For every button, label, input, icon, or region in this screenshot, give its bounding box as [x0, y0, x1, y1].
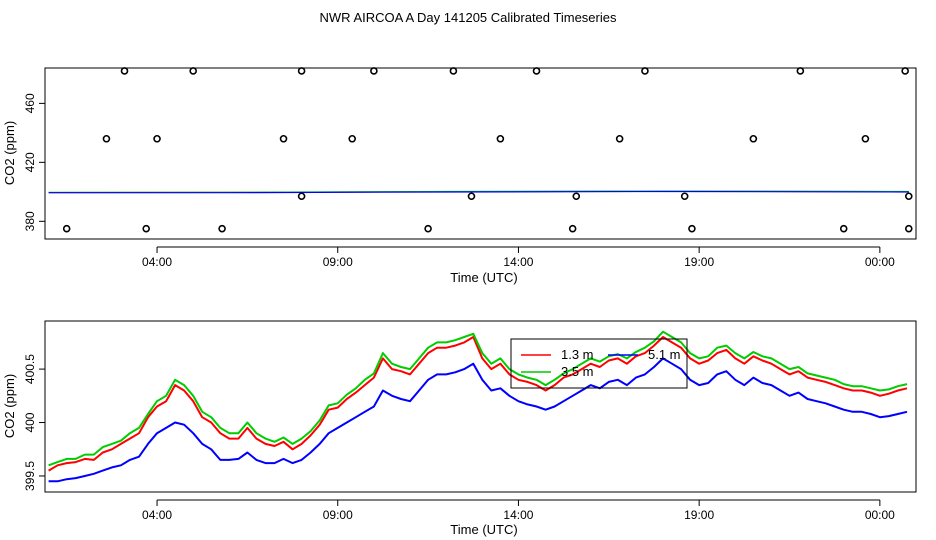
calibration-point — [749, 134, 758, 143]
bottom-plot-frame — [44, 320, 917, 493]
calibration-point — [532, 67, 541, 75]
figure-title: NWR AIRCOA A Day 141205 Calibrated Times… — [320, 10, 617, 25]
y-tick-label: 420 — [23, 152, 37, 172]
calibration-point — [297, 67, 306, 75]
x-tick-label: 19:00 — [684, 255, 714, 269]
calibration-point — [467, 192, 476, 201]
calibration-point — [901, 67, 909, 75]
calibration-point — [861, 134, 870, 143]
calibration-point — [839, 224, 848, 233]
series-line-5.1-m — [48, 190, 909, 194]
top-panel: 380 420 460 04:00 09:00 14:00 19:00 00:00 Time… — [2, 67, 917, 285]
y-tick-label: 380 — [23, 211, 37, 231]
series-line-1.3-m — [48, 336, 908, 472]
calibration-point — [568, 224, 577, 233]
y-tick-label: 460 — [23, 93, 37, 113]
calibration-point — [120, 67, 129, 75]
calibration-point — [102, 134, 111, 143]
legend-label: 1.3 m — [561, 347, 594, 362]
calibration-point — [496, 134, 505, 143]
x-tick-label: 04:00 — [142, 508, 172, 522]
y-tick-label: 400.5 — [23, 354, 37, 384]
x-tick-label: 04:00 — [142, 255, 172, 269]
top-data-marks — [48, 67, 913, 233]
calibration-point — [615, 134, 624, 143]
x-tick-label: 00:00 — [865, 255, 895, 269]
top-y-axis-label: CO2 (ppm) — [2, 121, 17, 185]
legend-box — [510, 338, 688, 389]
bottom-y-axis: 399.5 400 400.5 — [23, 354, 45, 491]
bottom-y-axis-label: CO2 (ppm) — [2, 374, 17, 438]
calibration-point — [904, 224, 913, 233]
bottom-x-axis: 04:00 09:00 14:00 19:00 00:00 — [142, 499, 895, 522]
calibration-point — [680, 192, 689, 201]
calibration-point — [189, 67, 197, 75]
x-tick-label: 09:00 — [323, 255, 353, 269]
calibration-point — [279, 134, 288, 143]
x-tick-label: 19:00 — [684, 508, 714, 522]
calibration-point — [218, 224, 226, 233]
legend: 1.3 m 5.1 m 3.5 m — [510, 338, 688, 389]
bottom-x-axis-label: Time (UTC) — [450, 522, 517, 537]
calibration-point — [62, 224, 71, 233]
top-plot-frame — [44, 67, 917, 240]
top-y-axis: 380 420 460 — [23, 93, 45, 231]
bottom-data-marks — [48, 330, 908, 483]
y-tick-label: 400 — [23, 412, 37, 432]
calibration-point — [142, 224, 150, 233]
calibration-point — [424, 224, 432, 233]
calibration-point — [370, 67, 378, 75]
top-x-axis: 04:00 09:00 14:00 19:00 00:00 — [142, 246, 895, 269]
calibration-point — [297, 192, 306, 201]
legend-label: 3.5 m — [561, 364, 594, 379]
legend-label: 5.1 m — [648, 347, 681, 362]
calibration-point — [641, 67, 649, 75]
calibration-point — [796, 67, 805, 75]
calibration-point — [449, 67, 458, 75]
x-tick-label: 14:00 — [503, 255, 533, 269]
series-line-3.5-m — [48, 330, 908, 467]
calibration-point — [904, 192, 913, 201]
calibration-point — [348, 134, 356, 143]
series-line-5.1-m — [48, 357, 908, 483]
y-tick-label: 399.5 — [23, 461, 37, 491]
calibration-point — [153, 134, 161, 143]
x-tick-label: 14:00 — [503, 508, 533, 522]
calibration-point — [688, 224, 696, 233]
calibration-point — [572, 192, 581, 201]
top-x-axis-label: Time (UTC) — [450, 270, 517, 285]
x-tick-label: 09:00 — [323, 508, 353, 522]
x-tick-label: 00:00 — [865, 508, 895, 522]
